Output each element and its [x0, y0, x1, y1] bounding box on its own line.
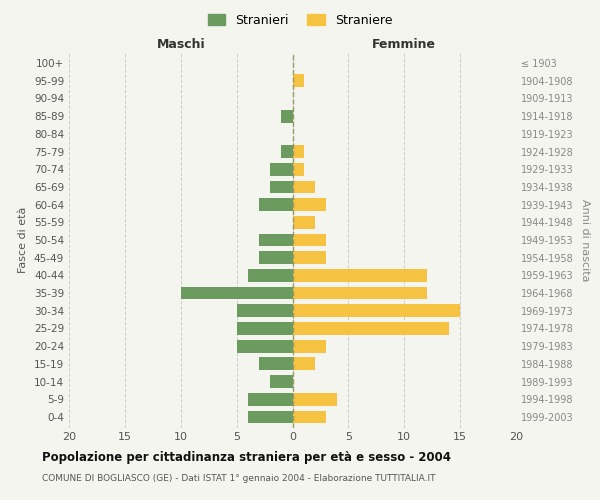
- Bar: [270, 180, 293, 194]
- Bar: [259, 358, 293, 370]
- Bar: [259, 234, 293, 246]
- Bar: [293, 252, 326, 264]
- Legend: Stranieri, Straniere: Stranieri, Straniere: [203, 8, 397, 32]
- Bar: [281, 145, 293, 158]
- Text: COMUNE DI BOGLIASCO (GE) - Dati ISTAT 1° gennaio 2004 - Elaborazione TUTTITALIA.: COMUNE DI BOGLIASCO (GE) - Dati ISTAT 1°…: [42, 474, 436, 483]
- Bar: [293, 358, 315, 370]
- Bar: [293, 216, 315, 228]
- Bar: [293, 163, 304, 175]
- Bar: [236, 322, 293, 335]
- Bar: [293, 304, 460, 317]
- Text: Femmine: Femmine: [372, 38, 436, 51]
- Bar: [236, 304, 293, 317]
- Bar: [293, 322, 449, 335]
- Bar: [293, 74, 304, 87]
- Bar: [259, 198, 293, 211]
- Bar: [259, 252, 293, 264]
- Bar: [293, 393, 337, 406]
- Bar: [270, 375, 293, 388]
- Bar: [270, 163, 293, 175]
- Bar: [248, 410, 293, 424]
- Bar: [248, 393, 293, 406]
- Bar: [293, 269, 427, 281]
- Y-axis label: Anni di nascita: Anni di nascita: [580, 198, 590, 281]
- Bar: [293, 234, 326, 246]
- Bar: [181, 286, 293, 300]
- Bar: [236, 340, 293, 352]
- Bar: [248, 269, 293, 281]
- Bar: [293, 410, 326, 424]
- Bar: [293, 340, 326, 352]
- Text: Popolazione per cittadinanza straniera per età e sesso - 2004: Popolazione per cittadinanza straniera p…: [42, 451, 451, 464]
- Bar: [293, 180, 315, 194]
- Bar: [281, 110, 293, 122]
- Bar: [293, 145, 304, 158]
- Bar: [293, 198, 326, 211]
- Bar: [293, 286, 427, 300]
- Y-axis label: Fasce di età: Fasce di età: [19, 207, 28, 273]
- Text: Maschi: Maschi: [157, 38, 205, 51]
